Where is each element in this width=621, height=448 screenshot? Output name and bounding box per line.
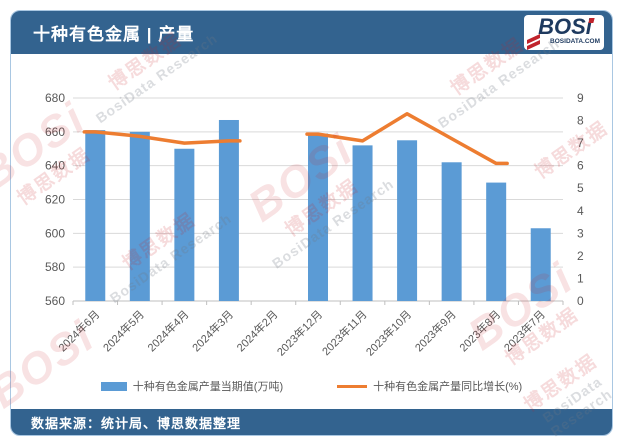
svg-text:2024年5月: 2024年5月 (100, 307, 147, 354)
svg-text:2023年11月: 2023年11月 (319, 307, 370, 358)
bosidata-logo: BOSi BOSIDATA.COM (524, 14, 604, 51)
svg-text:2024年6月: 2024年6月 (55, 307, 102, 354)
svg-text:3: 3 (577, 226, 584, 240)
title-bar: 十种有色金属 | 产量 BOSi BOSIDATA.COM (11, 11, 612, 54)
svg-text:9: 9 (577, 91, 584, 105)
svg-text:2023年10月: 2023年10月 (363, 307, 414, 358)
svg-text:1: 1 (577, 271, 584, 285)
bar-series-swatch-icon (100, 381, 127, 391)
legend-label-line-series: 十种有色金属产量同比增长(%) (373, 381, 523, 393)
logo-domain-text: BOSIDATA.COM (550, 38, 600, 45)
svg-text:600: 600 (45, 226, 65, 240)
svg-text:4: 4 (577, 204, 584, 218)
chart-area: 560 580 600 620 640 660 680 0 1 2 3 4 5 6 7 8 9 2024年6月 20… (11, 54, 612, 409)
svg-text:2024年4月: 2024年4月 (144, 307, 191, 354)
svg-text:7: 7 (577, 136, 584, 150)
svg-text:0: 0 (577, 294, 584, 308)
source-bar: 数据来源：统计局、博思数据整理 (11, 409, 612, 435)
legend-item-line-series: 十种有色金属产量同比增长(%) (337, 378, 522, 394)
svg-text:5: 5 (577, 181, 584, 195)
page-title: 十种有色金属 | 产量 (33, 25, 195, 44)
svg-text:2: 2 (577, 249, 584, 263)
svg-text:580: 580 (45, 260, 65, 274)
svg-text:660: 660 (45, 125, 65, 139)
chart-page: 十种有色金属 | 产量 BOSi BOSIDATA.COM 560 580 600 6… (0, 10, 615, 439)
svg-text:640: 640 (45, 159, 65, 173)
svg-text:2024年3月: 2024年3月 (189, 307, 236, 354)
legend-item-bar-series: 十种有色金属产量当期值(万吨) (100, 378, 284, 394)
data-source-text: 数据来源：统计局、博思数据整理 (31, 415, 242, 431)
report-card: 十种有色金属 | 产量 BOSi BOSIDATA.COM 560 580 600 6… (10, 10, 613, 436)
chart-legend: 十种有色金属产量当期值(万吨) 十种有色金属产量同比增长(%) (11, 378, 612, 394)
svg-text:680: 680 (45, 91, 65, 105)
combo-chart: 56058060062064066068001234567892024年6月20… (45, 91, 584, 359)
svg-text:560: 560 (45, 294, 65, 308)
svg-text:2023年8月: 2023年8月 (456, 307, 503, 354)
svg-text:2023年9月: 2023年9月 (412, 307, 459, 354)
line-series-swatch-icon (337, 384, 368, 388)
svg-text:620: 620 (45, 193, 65, 207)
legend-label-bar-series: 十种有色金属产量当期值(万吨) (132, 381, 284, 393)
svg-text:2024年2月: 2024年2月 (233, 307, 280, 354)
svg-text:2023年7月: 2023年7月 (501, 307, 548, 354)
svg-text:8: 8 (577, 114, 584, 128)
svg-text:6: 6 (577, 159, 584, 173)
svg-text:2023年12月: 2023年12月 (274, 307, 325, 358)
logo-brand-text: BOSi (538, 14, 592, 39)
